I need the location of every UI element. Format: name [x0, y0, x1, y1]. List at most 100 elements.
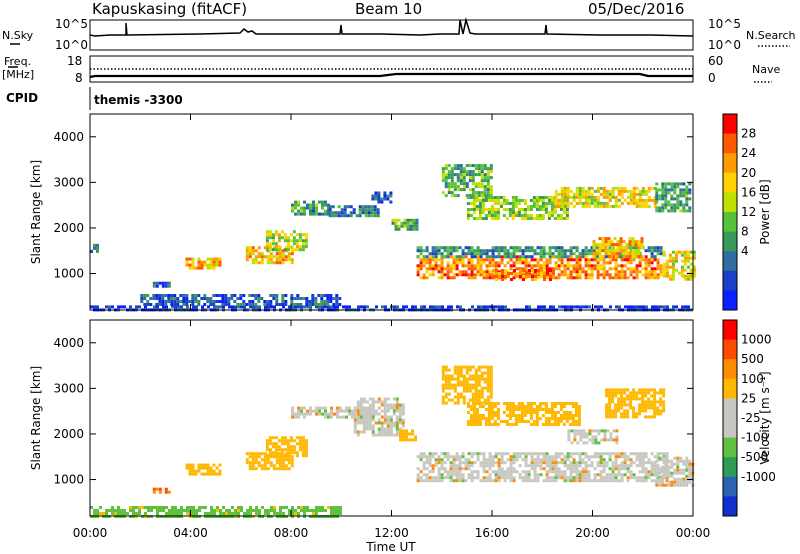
power-cell [635, 273, 639, 277]
vel-cell [682, 459, 686, 463]
vel-cell [647, 461, 651, 465]
power-cell [305, 297, 309, 300]
vel-cell [632, 406, 636, 410]
vel-cell [441, 398, 445, 402]
power-cell [415, 221, 419, 225]
vel-cell [392, 403, 396, 407]
vel-cell [153, 506, 156, 509]
vel-cell [620, 452, 624, 456]
vel-cell [632, 452, 636, 456]
vel-cell [425, 461, 429, 465]
vel-cell [557, 473, 561, 477]
power-cell [650, 261, 654, 265]
vel-cell [458, 479, 462, 483]
power-cell [617, 276, 621, 280]
power-cell [161, 297, 165, 300]
power-cell [477, 164, 481, 168]
vel-cell [650, 394, 654, 398]
vel-cell [277, 445, 281, 449]
power-cell [525, 275, 528, 278]
vel-cell [282, 512, 285, 515]
vel-cell [623, 455, 627, 459]
vel-cell [441, 371, 445, 375]
vel-cell [99, 506, 102, 509]
power-cell [620, 255, 624, 259]
vel-cell [673, 468, 677, 472]
vel-cell [475, 423, 479, 426]
vel-cell [93, 512, 96, 515]
power-cell [376, 208, 380, 212]
vel-cell [401, 424, 405, 428]
power-cell [641, 192, 645, 196]
power-cell [281, 303, 285, 306]
vel-cell [605, 461, 609, 465]
power-cell [461, 258, 465, 262]
vel-cell [452, 464, 456, 468]
vel-cell [562, 417, 566, 420]
power-cell [493, 211, 497, 214]
power-cell [352, 211, 356, 215]
power-cell [673, 197, 677, 201]
vel-cell [664, 465, 668, 469]
vel-cell [655, 483, 659, 487]
power-cell [416, 270, 420, 274]
vel-cell [315, 412, 318, 416]
power-cell [358, 205, 362, 209]
vel-cell [688, 474, 692, 478]
power-cell [685, 188, 689, 192]
power-cell [671, 274, 675, 278]
power-cell [535, 199, 539, 202]
power-cell [182, 303, 186, 306]
vel-cell [611, 388, 615, 392]
power-cell [668, 256, 672, 260]
vel-cell [489, 365, 493, 369]
vel-cell [676, 456, 680, 460]
vel-cell [635, 458, 639, 462]
power-cell [474, 167, 478, 171]
power-cell [620, 201, 624, 205]
power-cell [601, 237, 605, 241]
power-cell [494, 264, 498, 268]
power-cell [611, 276, 615, 280]
power-cell [452, 249, 456, 253]
power-cell [496, 217, 500, 220]
power-cell [479, 273, 483, 277]
vel-cell [468, 377, 472, 381]
vel-cell [685, 459, 689, 463]
vel-cell [431, 452, 435, 456]
vel-cell [472, 420, 476, 423]
power-cell [647, 198, 651, 202]
vel-cell [584, 464, 588, 468]
vel-cell [581, 452, 585, 456]
vel-cell [458, 461, 462, 465]
power-cell [459, 167, 463, 171]
power-cell [600, 305, 603, 309]
vel-cell [237, 512, 240, 515]
nave-tick-lower: 0 [708, 71, 716, 85]
power-cell [644, 189, 648, 193]
power-cell [524, 270, 528, 274]
vel-cell [362, 418, 366, 422]
power-cell [170, 300, 174, 303]
vel-cell [309, 412, 312, 416]
vel-cell [386, 427, 390, 431]
power-cell [689, 277, 693, 281]
power-cell [483, 305, 486, 309]
vel-cell [664, 474, 668, 478]
vel-cell [509, 461, 513, 465]
vel-cell [357, 412, 360, 416]
vel-cell [517, 420, 521, 423]
vel-cell [377, 400, 381, 404]
power-cell [215, 300, 219, 303]
vel-cell [147, 509, 150, 512]
power-cell [478, 202, 482, 205]
power-cell [377, 194, 381, 198]
vel-cell [297, 512, 300, 515]
power-cell [500, 246, 504, 250]
power-cell [622, 246, 626, 250]
power-cell [281, 252, 285, 256]
power-cell [494, 255, 498, 259]
vel-cell [206, 466, 210, 470]
vel-cell [544, 402, 548, 405]
vel-cell [682, 477, 686, 481]
